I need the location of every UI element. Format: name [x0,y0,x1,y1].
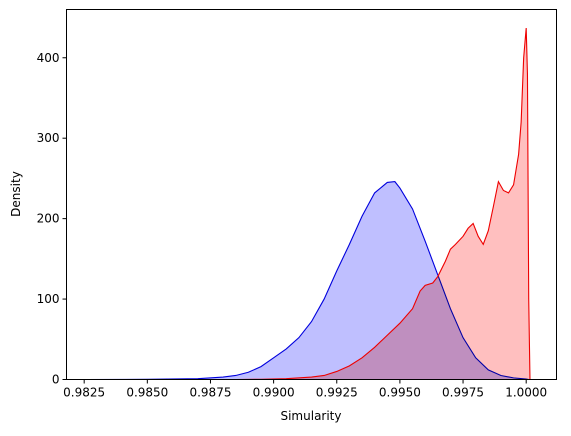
y-tick-label: 300 [37,131,60,145]
y-tick-label: 100 [37,292,60,306]
y-tick-label: 200 [37,212,60,226]
x-tick-label: 1.0000 [505,386,547,400]
x-axis: 0.9825 0.9850 0.9875 0.9900 0.9925 0.9950 0.99… [63,379,547,400]
y-axis: 0 100 200 300 400 [37,51,67,387]
y-axis-label: Density [9,171,23,217]
x-tick-label: 0.9900 [253,386,295,400]
x-axis-label: Simularity [280,409,341,423]
series-2-line [235,27,531,381]
plot-area [86,27,531,381]
x-tick-label: 0.9850 [126,386,168,400]
axes-frame [66,9,557,380]
series-2-area [235,28,530,380]
x-tick-label: 0.9825 [63,386,105,400]
x-tick-label: 0.9875 [189,386,231,400]
y-tick-label: 0 [52,373,60,387]
x-tick-label: 0.9950 [379,386,421,400]
x-tick-label: 0.9925 [316,386,358,400]
y-tick-label: 400 [37,51,60,65]
x-tick-label: 0.9975 [442,386,484,400]
